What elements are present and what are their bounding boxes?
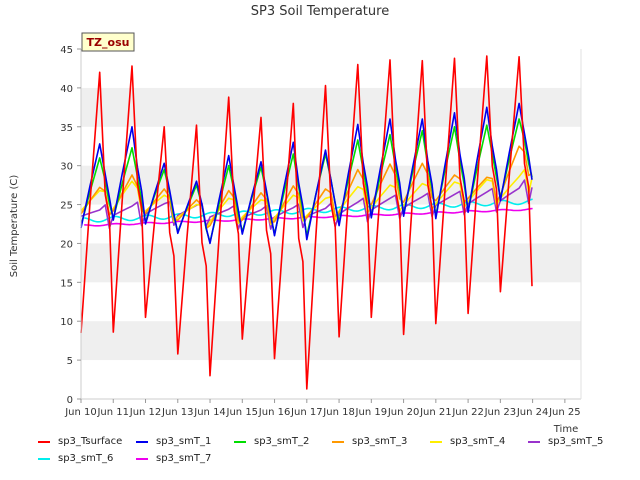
y-tick-label: 20	[60, 239, 73, 250]
series-line-sp3_smT_6	[84, 198, 533, 223]
legend-item-sp3_smT_4: sp3_smT_4	[430, 436, 505, 447]
legend-label: sp3_smT_4	[450, 436, 506, 447]
legend-label: sp3_Tsurface	[58, 436, 123, 447]
legend-item-sp3_smT_6: sp3_smT_6	[38, 453, 113, 464]
x-tick-label: Jun 20	[387, 407, 420, 418]
legend-item-sp3_Tsurface: sp3_Tsurface	[38, 436, 122, 447]
y-axis-label: Soil Temperature (C)	[9, 175, 20, 278]
series-line-sp3_Tsurface	[80, 55, 533, 390]
y-tick-label: 10	[60, 317, 73, 328]
grid-band	[81, 321, 581, 361]
x-tick-label: Jun 13	[161, 407, 194, 418]
x-tick-label: Jun 19	[355, 407, 388, 418]
legend-swatch	[234, 440, 246, 443]
series-layer	[80, 55, 533, 390]
y-tick-label: 45	[60, 45, 73, 56]
x-tick-label: Jun 17	[290, 407, 323, 418]
legend-label: sp3_smT_7	[156, 453, 212, 464]
legend-item-sp3_smT_2: sp3_smT_2	[234, 436, 309, 447]
legend-label: sp3_smT_1	[156, 436, 212, 447]
y-tick-label: 15	[60, 278, 73, 289]
x-tick-label: Jun 22	[451, 407, 484, 418]
legend-label: sp3_smT_5	[548, 436, 604, 447]
legend-swatch	[136, 457, 148, 460]
grid-band	[81, 87, 581, 127]
x-tick-label: Jun 15	[226, 407, 259, 418]
legend-swatch	[528, 440, 540, 443]
legend-swatch	[38, 440, 50, 443]
x-tick-label: Jun 21	[419, 407, 452, 418]
grid-band	[81, 243, 581, 283]
y-tick-label: 35	[60, 123, 73, 134]
tag-label: TZ_osu	[87, 36, 130, 49]
tag-box	[81, 32, 135, 52]
y-tick-label: 30	[60, 162, 73, 173]
y-tick-label: 25	[60, 201, 73, 212]
legend-label: sp3_smT_6	[58, 453, 114, 464]
legend-item-sp3_smT_5: sp3_smT_5	[528, 436, 603, 447]
x-tick-label: Jun 25	[548, 407, 581, 418]
legend-swatch	[430, 440, 442, 443]
x-tick-label: Jun 10	[64, 407, 97, 418]
x-axis-label: Time	[553, 424, 578, 435]
series-line-sp3_smT_4	[80, 168, 533, 230]
legend-item-sp3_smT_1: sp3_smT_1	[136, 436, 211, 447]
x-tick-label: Jun 24	[516, 407, 549, 418]
tz-osu-tag: TZ_osu	[81, 32, 135, 52]
legend-label: sp3_smT_3	[352, 436, 408, 447]
chart-title: SP3 Soil Temperature	[251, 4, 389, 19]
legend-item-sp3_smT_3: sp3_smT_3	[332, 436, 407, 447]
legend-label: sp3_smT_2	[254, 436, 310, 447]
y-tick-label: 5	[67, 356, 73, 367]
legend-swatch	[38, 457, 50, 460]
x-tick-label: Jun 18	[322, 407, 355, 418]
x-tick-label: Jun 12	[129, 407, 162, 418]
y-tick-label: 40	[60, 84, 73, 95]
series-line-sp3_smT_1	[80, 102, 533, 245]
x-tick-label: Jun 14	[193, 407, 226, 418]
x-tick-label: Jun 16	[258, 407, 291, 418]
legend-item-sp3_smT_7: sp3_smT_7	[136, 453, 211, 464]
x-tick-label: Jun 23	[484, 407, 517, 418]
y-tick-label: 0	[67, 395, 73, 406]
legend-swatch	[136, 440, 148, 443]
legend-swatch	[332, 440, 344, 443]
x-tick-label: Jun 11	[96, 407, 129, 418]
